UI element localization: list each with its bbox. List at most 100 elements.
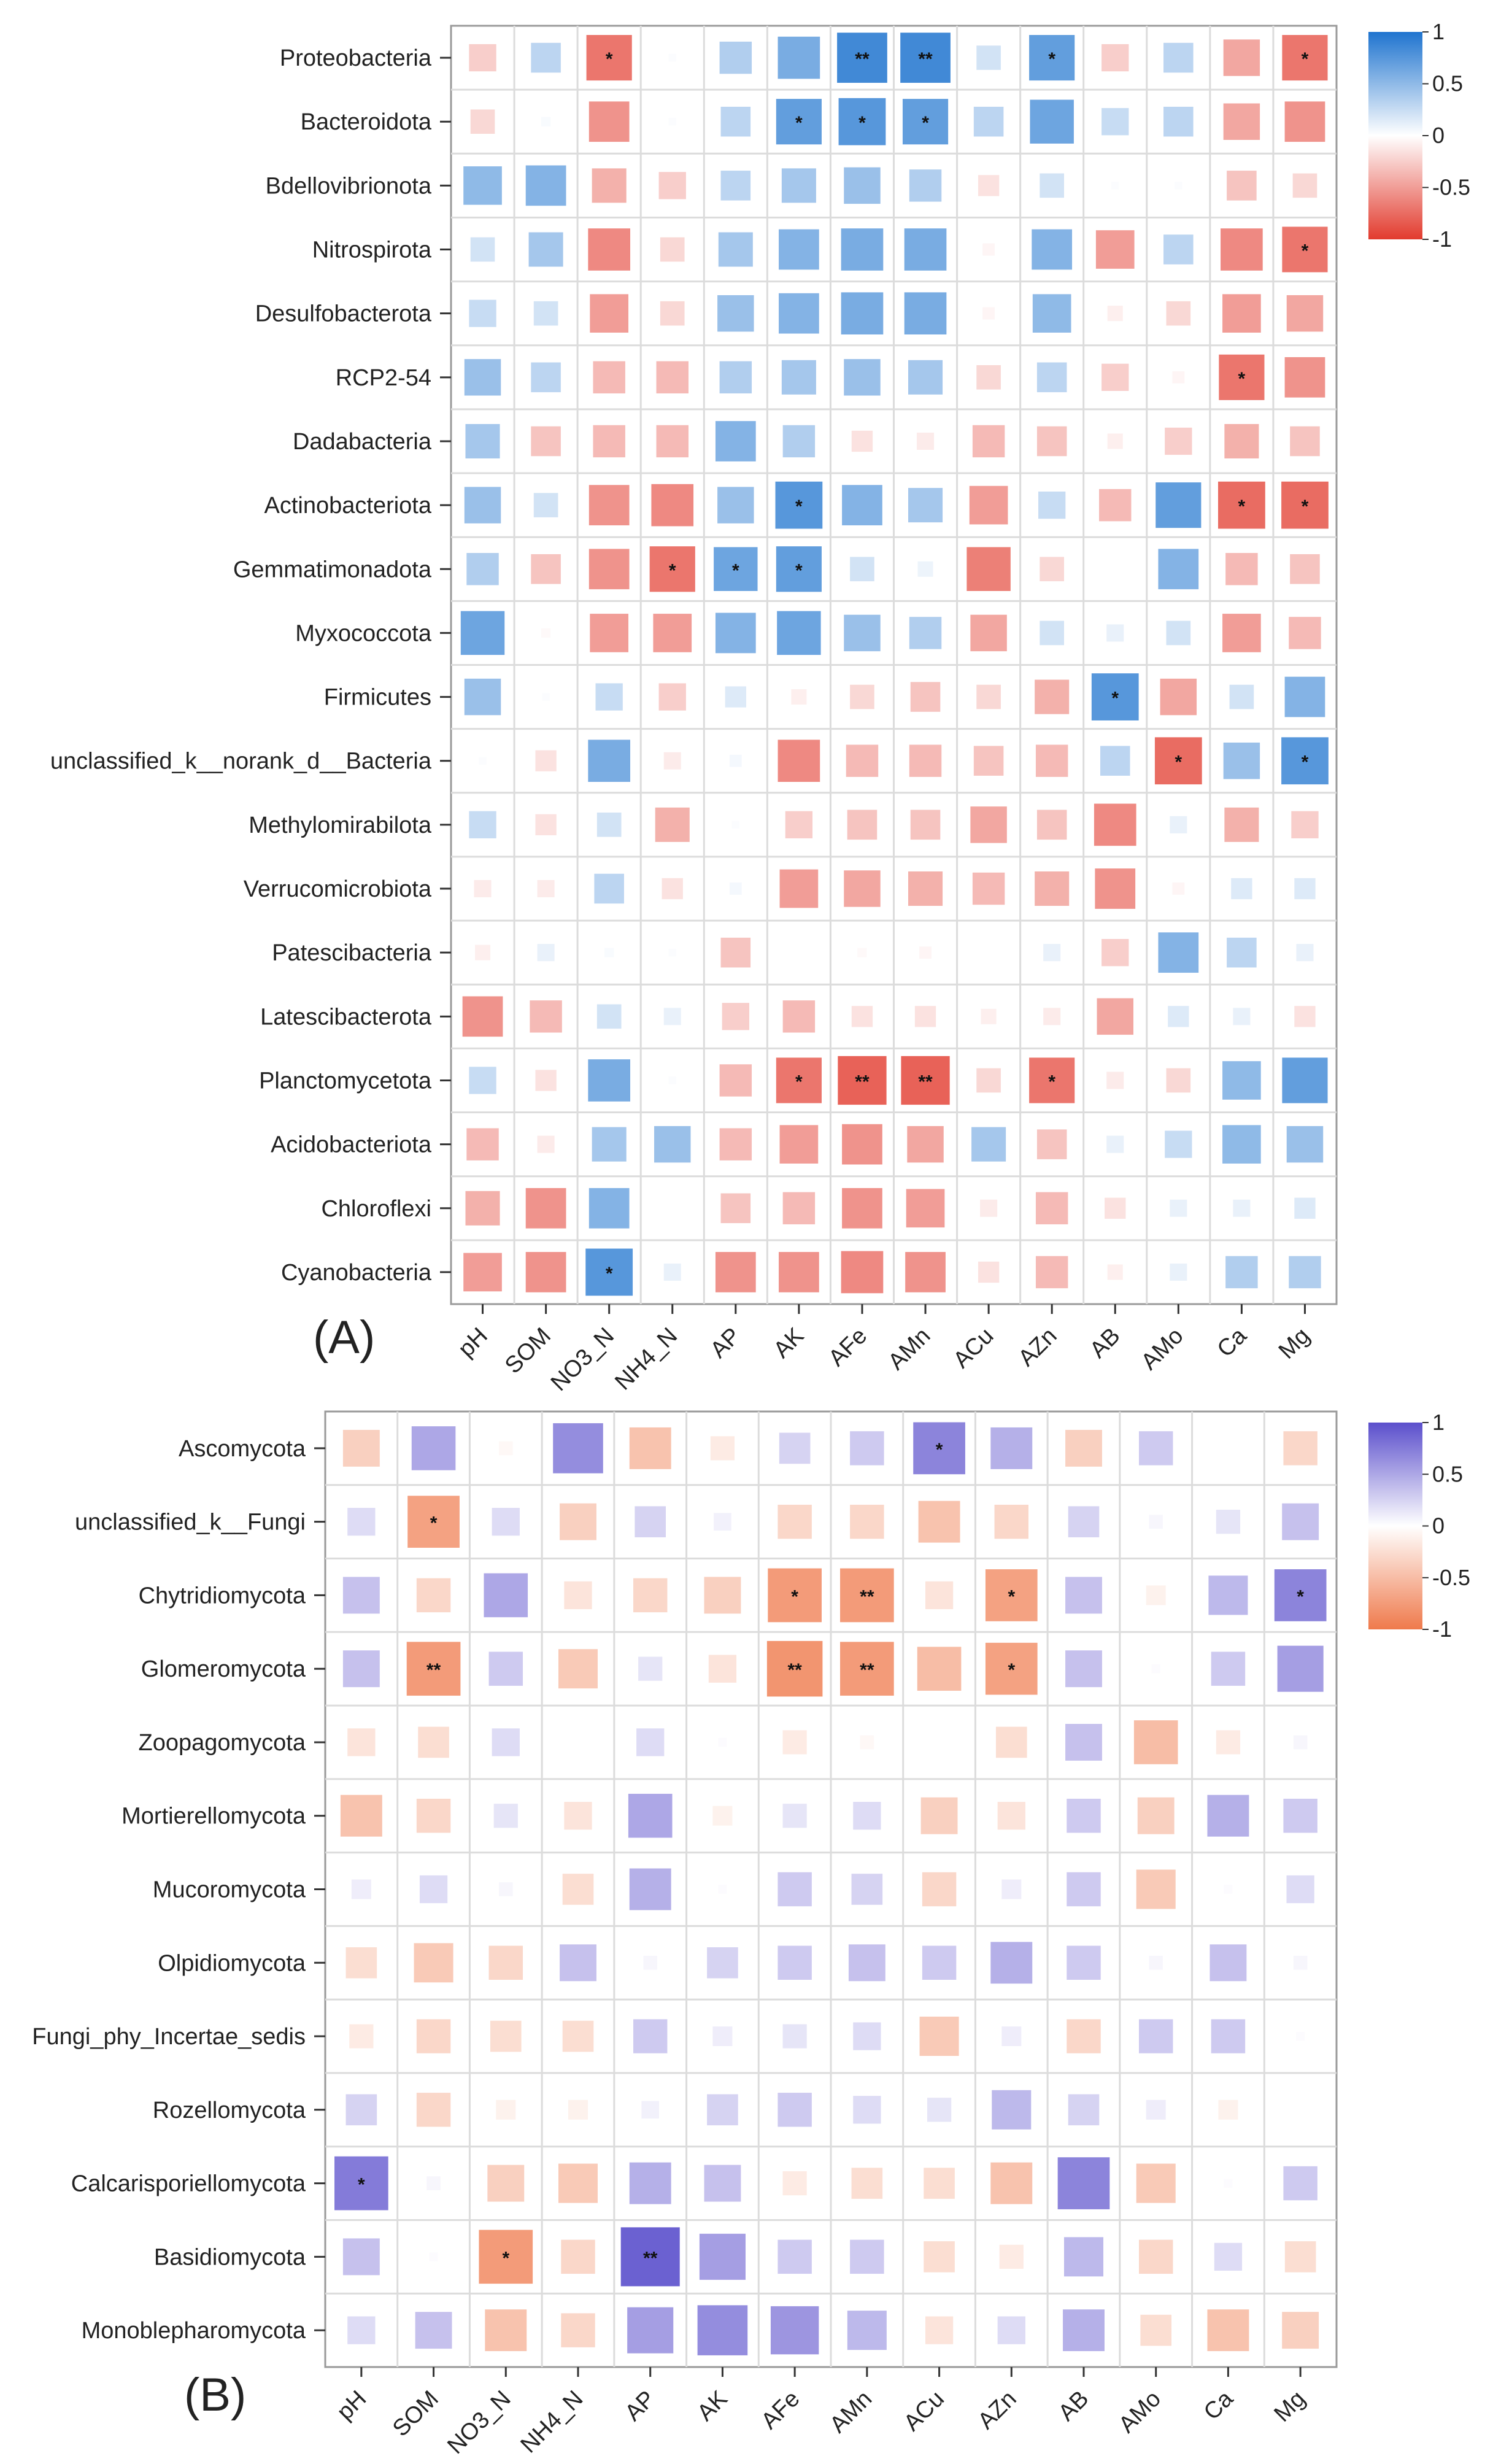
heatmap-cell-a-r19-c13 [1289,1256,1321,1289]
heatmap-cell-a-r18-c9 [1035,1192,1068,1224]
significance-mark-b-r2-c6: * [791,1586,798,1607]
heatmap-cell-a-r5-c7 [908,360,943,395]
heatmap-cell-a-r6-c4 [715,421,756,462]
panel-a-row-labels: Proteobacteria Bacteroidota Bdellovibriono… [50,45,451,1286]
heatmap-cell-a-r15-c3 [663,1008,681,1025]
column-label-b-2: NO3_N [442,2386,515,2459]
heatmap-cell-b-r10-c6 [782,2171,807,2196]
heatmap-cell-a-r7-c4 [717,487,754,523]
heatmap-cell-b-r1-c0 [347,1508,376,1536]
heatmap-cell-b-r9-c10 [1068,2094,1100,2126]
heatmap-cell-b-r4-c4 [636,1728,665,1756]
colorbar-label-b-4: -1 [1432,1616,1452,1642]
heatmap-cell-a-r10-c9 [1035,679,1070,714]
heatmap-cell-b-r6-c8 [922,1872,957,1907]
heatmap-cell-b-r5-c3 [564,1802,592,1830]
column-label-a-13: Mg [1274,1323,1315,1364]
heatmap-cell-a-r8-c2 [588,549,630,590]
heatmap-cell-a-r2-c4 [720,171,751,201]
significance-mark-a-r16-c7: ** [918,1072,933,1092]
heatmap-cell-a-r6-c1 [531,426,561,457]
heatmap-cell-b-r3-c0 [342,1650,380,1688]
heatmap-cell-a-r2-c8 [978,175,1000,196]
panel-b-label: (B) [184,2369,246,2421]
significance-mark-a-r8-c3: * [669,560,676,581]
row-label-b-2: Chytridiomycota [139,1583,306,1609]
heatmap-cell-b-r7-c1 [414,1943,453,1983]
heatmap-cell-b-r3-c11 [1151,1664,1160,1674]
heatmap-cell-b-r6-c2 [498,1882,513,1896]
heatmap-cell-b-r12-c13 [1282,2312,1319,2349]
heatmap-cell-a-r13-c6 [844,870,881,907]
heatmap-cell-a-r11-c8 [973,746,1004,776]
heatmap-cell-a-r19-c11 [1170,1263,1187,1281]
heatmap-cell-a-r11-c13 [1281,737,1329,785]
heatmap-cell-b-r11-c4 [620,2227,680,2287]
column-label-a-2: NO3_N [546,1323,619,1396]
heatmap-cell-b-r6-c1 [419,1875,448,1904]
heatmap-cell-a-r8-c9 [1040,557,1064,582]
heatmap-cell-a-r0-c13 [1282,34,1328,81]
heatmap-cell-a-r17-c6 [842,1124,882,1165]
heatmap-cell-b-r6-c6 [777,1872,812,1907]
heatmap-cell-a-r15-c8 [981,1008,997,1024]
heatmap-cell-a-r16-c1 [535,1070,557,1091]
heatmap-cell-b-r10-c5 [704,2165,741,2202]
heatmap-cell-a-r17-c4 [719,1128,752,1161]
heatmap-cell-a-r2-c2 [592,168,627,203]
heatmap-cell-a-r19-c4 [715,1252,756,1292]
colorbar-label-b-2: 0 [1432,1513,1445,1539]
heatmap-cell-b-r7-c9 [990,1942,1033,1984]
heatmap-cell-a-r14-c2 [604,948,614,957]
row-label-a-18: Chloroflexi [321,1196,431,1222]
panel-b-cells: *** ** * *** ** ** *** ** [334,1422,1327,2355]
heatmap-cell-b-r3-c5 [708,1655,737,1683]
significance-mark-a-r16-c9: * [1048,1072,1055,1092]
heatmap-cell-b-r5-c2 [493,1804,518,1828]
heatmap-cell-a-r2-c13 [1292,173,1317,198]
heatmap-cell-b-r6-c5 [718,1885,727,1894]
significance-mark-a-r0-c7: ** [918,49,933,69]
column-label-a-3: NH4_N [610,1323,682,1396]
heatmap-cell-a-r2-c7 [909,169,942,202]
heatmap-cell-a-r16-c10 [1106,1072,1124,1089]
heatmap-cell-a-r15-c7 [914,1006,936,1027]
heatmap-cell-a-r18-c2 [588,1188,630,1229]
heatmap-cell-b-r0-c1 [411,1426,456,1470]
heatmap-cell-b-r6-c13 [1286,1875,1314,1904]
heatmap-cell-a-r9-c8 [970,614,1007,652]
row-label-a-0: Proteobacteria [280,45,432,71]
panel-b-row-labels: Ascomycota unclassified_k__Fungi Chytridio… [32,1436,325,2344]
heatmap-cell-b-r3-c4 [638,1656,663,1681]
heatmap-cell-a-r8-c5 [776,546,822,592]
heatmap-cell-b-r4-c7 [860,1735,874,1750]
colorbar-gradient-b [1368,1423,1422,1629]
heatmap-cell-b-r8-c3 [562,2020,594,2052]
heatmap-cell-b-r2-c10 [1065,1577,1102,1614]
heatmap-cell-a-r9-c3 [653,614,692,652]
heatmap-cell-b-r7-c8 [922,1945,957,1980]
heatmap-cell-b-r12-c6 [770,2306,819,2355]
column-label-b-13: Mg [1269,2386,1310,2427]
heatmap-cell-b-r2-c9 [985,1569,1038,1621]
heatmap-cell-a-r4-c7 [904,292,947,335]
heatmap-cell-b-r10-c13 [1283,2166,1317,2201]
heatmap-cell-a-r2-c1 [525,165,566,206]
heatmap-cell-b-r2-c5 [704,1577,741,1614]
column-label-b-0: pH [332,2386,371,2425]
heatmap-cell-b-r0-c5 [710,1436,735,1461]
heatmap-cell-a-r0-c2 [586,34,632,81]
heatmap-cell-b-r2-c3 [564,1581,592,1610]
row-label-b-9: Rozellomycota [153,2098,306,2123]
heatmap-cell-a-r7-c12 [1218,481,1265,529]
heatmap-cell-a-r6-c2 [593,425,625,458]
colorbar-label-b-3: -0.5 [1432,1565,1470,1590]
significance-mark-b-r11-c2: * [502,2248,509,2268]
heatmap-cell-b-r12-c2 [485,2309,527,2352]
colorbar-label-b-1: 0.5 [1432,1461,1463,1486]
heatmap-cell-b-r3-c12 [1211,1651,1246,1686]
heatmap-cell-a-r6-c13 [1290,426,1320,457]
heatmap-cell-a-r19-c6 [841,1251,884,1294]
heatmap-cell-a-r5-c10 [1101,363,1129,391]
heatmap-cell-a-r1-c1 [541,117,551,126]
